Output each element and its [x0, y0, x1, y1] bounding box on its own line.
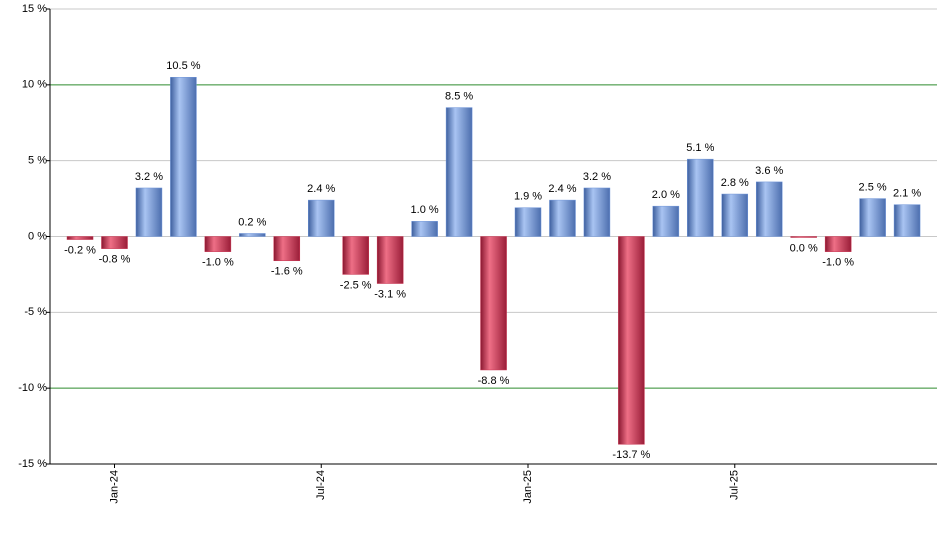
y-tick-label: 15 %	[22, 3, 47, 15]
bar	[893, 204, 921, 237]
bar	[859, 198, 886, 237]
bar	[101, 236, 128, 249]
value-label: 3.2 %	[583, 171, 611, 183]
bar	[824, 236, 852, 252]
value-label: 2.4 %	[307, 183, 335, 195]
value-label: 2.0 %	[652, 189, 680, 201]
value-label: -1.0 %	[202, 257, 234, 269]
value-label: 8.5 %	[445, 90, 473, 102]
bar	[170, 77, 197, 237]
y-tick-label: 10 %	[22, 79, 47, 91]
y-tick-label: -15 %	[18, 458, 47, 470]
value-label: 3.6 %	[755, 165, 783, 177]
value-label: 1.0 %	[411, 204, 439, 216]
bar	[135, 187, 163, 237]
bar	[273, 236, 301, 262]
value-label: -0.2 %	[64, 244, 96, 256]
value-label: 0.0 %	[790, 242, 818, 254]
value-label: 5.1 %	[686, 142, 714, 154]
value-label: -2.5 %	[340, 279, 372, 291]
x-tick-label: Jul-24	[315, 470, 327, 500]
value-label: 2.5 %	[859, 181, 887, 193]
value-label: 2.1 %	[893, 188, 921, 200]
value-label: -1.0 %	[822, 257, 854, 269]
bar	[411, 221, 438, 237]
value-label: 2.4 %	[548, 183, 576, 195]
bar	[687, 158, 714, 237]
bar	[618, 236, 645, 445]
bar	[66, 236, 94, 240]
bar	[342, 236, 369, 275]
y-tick-label: -10 %	[18, 382, 47, 394]
x-tick-label: Jan-24	[108, 470, 120, 504]
bar	[514, 207, 542, 237]
y-tick-label: 5 %	[28, 155, 47, 167]
bar	[721, 193, 749, 237]
value-label: -0.8 %	[99, 254, 131, 266]
bar	[204, 236, 232, 252]
x-tick-label: Jul-25	[729, 470, 741, 500]
bar	[445, 107, 473, 237]
bar	[583, 187, 611, 237]
value-label: 2.8 %	[721, 177, 749, 189]
bar	[376, 236, 404, 284]
bar	[480, 236, 507, 371]
bar	[755, 181, 783, 237]
value-label: -1.6 %	[271, 266, 303, 278]
value-label: -13.7 %	[612, 449, 650, 461]
x-tick-label: Jan-25	[522, 470, 534, 504]
value-label: 1.9 %	[514, 191, 542, 203]
value-label: -8.8 %	[478, 375, 510, 387]
value-label: 10.5 %	[166, 60, 200, 72]
y-tick-label: 0 %	[28, 230, 47, 242]
bar	[652, 205, 680, 237]
value-label: 0.2 %	[238, 216, 266, 228]
bar	[308, 199, 335, 237]
value-label: 3.2 %	[135, 171, 163, 183]
bar	[790, 236, 817, 238]
bar	[239, 233, 266, 237]
value-label: -3.1 %	[374, 288, 406, 300]
bar	[549, 199, 576, 237]
y-tick-label: -5 %	[24, 306, 47, 318]
